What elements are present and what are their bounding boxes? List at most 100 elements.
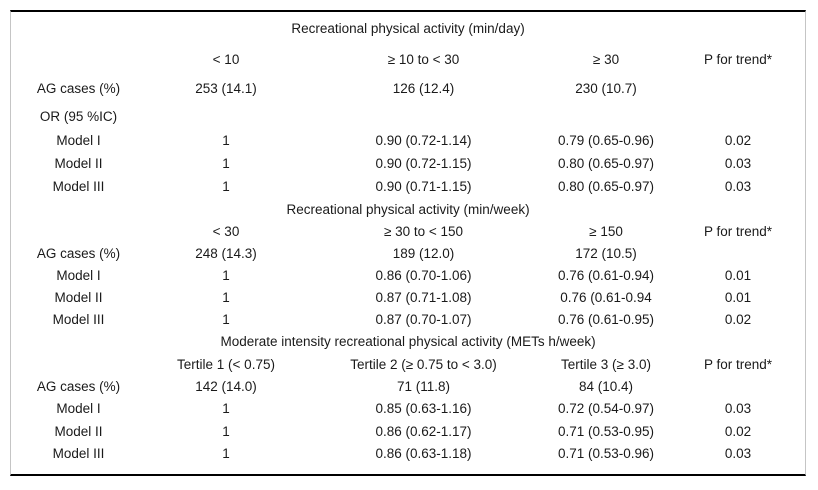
data-cell: 0.03 [724, 446, 752, 461]
data-cell: 126 (12.4) [392, 81, 455, 96]
table-row: Model III 1 0.86 (0.63-1.18) 0.71 (0.53-… [11, 442, 805, 465]
table-row: Model II 1 0.87 (0.71-1.08) 0.76 (0.61-0… [11, 286, 805, 308]
section-header: Recreational physical activity (min/day) [291, 20, 525, 36]
data-cell: 0.02 [724, 133, 752, 148]
data-cell: 0.01 [724, 289, 752, 305]
data-cell: 1 [222, 179, 230, 194]
p-trend-header: P for trend* [704, 223, 773, 239]
data-cell: 1 [222, 267, 230, 283]
row-label: AG cases (%) [36, 245, 121, 261]
table-row: Model I 1 0.90 (0.72-1.14) 0.79 (0.65-0.… [11, 129, 805, 152]
tier-header-cell: ≥ 150 [589, 223, 623, 239]
data-cell: 248 (14.3) [195, 245, 257, 261]
data-cell [671, 74, 805, 103]
data-cell: 189 (12.0) [392, 245, 455, 261]
tier-header-cell: ≥ 30 [592, 51, 620, 67]
row-label: AG cases (%) [36, 378, 121, 394]
table-row: Model II 1 0.90 (0.72-1.15) 0.80 (0.65-0… [11, 152, 805, 175]
section-header-row: Recreational physical activity (min/week… [11, 198, 805, 220]
table-row: OR (95 %IC) [11, 103, 805, 129]
data-cell: 0.71 (0.53-0.95) [557, 423, 655, 439]
tier-header-cell: < 30 [212, 223, 240, 239]
data-cell: 0.03 [724, 401, 752, 416]
data-cell: 0.03 [724, 156, 752, 171]
table-row: Model III 1 0.90 (0.71-1.15) 0.80 (0.65-… [11, 175, 805, 198]
row-label: Model III [52, 311, 105, 327]
p-trend-header: P for trend* [704, 356, 773, 372]
data-cell: 230 (10.7) [575, 81, 637, 96]
empty-cell [11, 353, 146, 375]
tier-header-cell: Tertile 3 (≥ 3.0) [561, 356, 651, 372]
data-cell [146, 103, 306, 129]
tier-header-cell: ≥ 30 to < 150 [383, 223, 464, 239]
data-cell: 0.03 [724, 179, 752, 194]
data-cell [671, 242, 805, 264]
data-cell: 1 [222, 446, 230, 461]
table-row: Model I 1 0.86 (0.70-1.06) 0.76 (0.61-0.… [11, 264, 805, 286]
row-label: Model III [52, 446, 105, 461]
data-cell: 0.80 (0.65-0.97) [557, 179, 655, 194]
data-cell: 1 [222, 311, 230, 327]
table-row: AG cases (%) 142 (14.0) 71 (11.8) 84 (10… [11, 375, 805, 397]
row-label: OR (95 %IC) [39, 108, 118, 124]
data-cell: 0.01 [724, 267, 752, 283]
section-header: Recreational physical activity (min/week… [286, 201, 530, 217]
data-cell: 0.71 (0.53-0.96) [557, 446, 655, 461]
data-cell: 0.76 (0.61-0.94) [557, 267, 655, 283]
tier-header-row: < 10 ≥ 10 to < 30 ≥ 30 P for trend* [11, 44, 805, 74]
data-cell: 0.02 [724, 311, 752, 327]
row-label: Model I [56, 133, 101, 148]
row-label: Model II [54, 423, 103, 439]
data-cell: 0.86 (0.70-1.06) [375, 267, 472, 283]
data-cell: 172 (10.5) [575, 245, 637, 261]
data-cell: 0.76 (0.61-0.94 [560, 289, 652, 305]
data-cell: 1 [222, 423, 230, 439]
tier-header-row: < 30 ≥ 30 to < 150 ≥ 150 P for trend* [11, 220, 805, 242]
data-cell: 0.90 (0.72-1.14) [375, 133, 472, 148]
data-cell: 0.79 (0.65-0.96) [557, 133, 655, 148]
data-cell: 0.85 (0.63-1.16) [375, 401, 472, 416]
data-cell: 0.86 (0.63-1.18) [375, 446, 472, 461]
data-cell: 1 [222, 401, 230, 416]
tier-header-cell: ≥ 10 to < 30 [387, 51, 460, 67]
empty-cell [11, 44, 146, 74]
row-label: Model I [56, 401, 101, 416]
row-label: Model I [56, 267, 101, 283]
section-header-row: Recreational physical activity (min/day) [11, 12, 805, 44]
tier-header-cell: Tertile 2 (≥ 0.75 to < 3.0) [350, 356, 497, 372]
data-cell: 0.86 (0.62-1.17) [375, 423, 472, 439]
row-label: Model III [52, 179, 105, 194]
data-cell: 0.76 (0.61-0.95) [557, 311, 655, 327]
empty-cell [11, 220, 146, 242]
data-cell [671, 375, 805, 397]
data-cell [541, 103, 671, 129]
row-label: Model II [54, 156, 103, 171]
tier-header-cell: < 10 [212, 51, 240, 67]
data-cell: 0.87 (0.71-1.08) [375, 289, 472, 305]
section-header-row: Moderate intensity recreational physical… [11, 330, 805, 353]
data-cell: 0.90 (0.72-1.15) [375, 156, 472, 171]
data-cell: 1 [222, 289, 230, 305]
results-table-container: Recreational physical activity (min/day)… [10, 10, 806, 476]
data-cell: 0.80 (0.65-0.97) [557, 156, 655, 171]
data-cell: 1 [222, 156, 230, 171]
results-table: Recreational physical activity (min/day)… [11, 12, 805, 465]
row-label: Model II [54, 289, 103, 305]
table-row: AG cases (%) 253 (14.1) 126 (12.4) 230 (… [11, 74, 805, 103]
data-cell: 253 (14.1) [195, 81, 257, 96]
p-trend-header: P for trend* [704, 51, 773, 67]
data-cell [671, 103, 805, 129]
data-cell: 0.02 [724, 423, 752, 439]
data-cell: 84 (10.4) [578, 378, 634, 394]
data-cell: 1 [222, 133, 230, 148]
data-cell [306, 103, 541, 129]
tier-header-cell: Tertile 1 (< 0.75) [177, 356, 275, 372]
table-row: Model II 1 0.86 (0.62-1.17) 0.71 (0.53-0… [11, 420, 805, 442]
row-label: AG cases (%) [36, 81, 121, 96]
data-cell: 142 (14.0) [195, 378, 257, 394]
data-cell: 71 (11.8) [396, 378, 451, 394]
table-row: AG cases (%) 248 (14.3) 189 (12.0) 172 (… [11, 242, 805, 264]
section-header: Moderate intensity recreational physical… [220, 334, 596, 349]
table-row: Model III 1 0.87 (0.70-1.07) 0.76 (0.61-… [11, 308, 805, 330]
data-cell: 0.87 (0.70-1.07) [375, 311, 472, 327]
